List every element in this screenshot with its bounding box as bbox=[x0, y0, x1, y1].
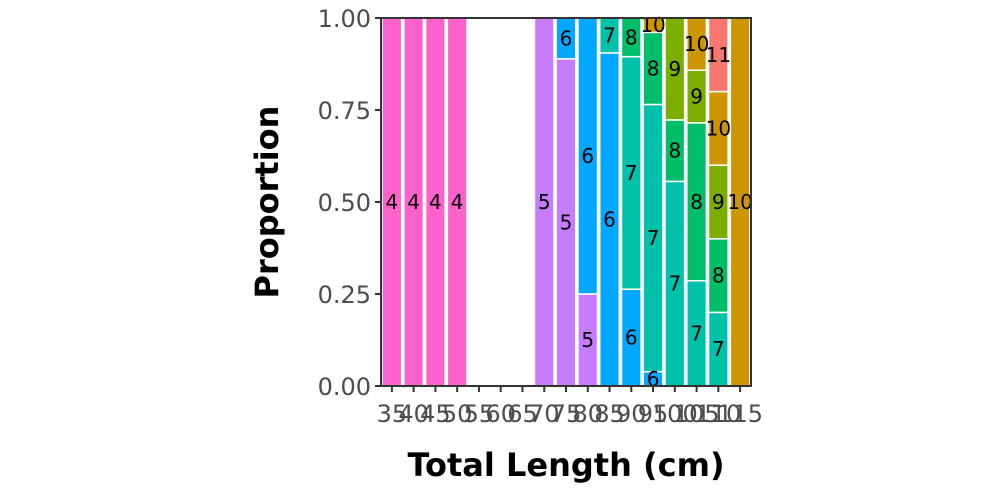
y-axis-title: Proportion bbox=[248, 106, 286, 299]
x-tick-label: 115 bbox=[717, 400, 763, 428]
x-tick-label: 55 bbox=[464, 400, 495, 428]
segment-label-110-age-10: 10 bbox=[706, 116, 731, 140]
segment-label-80-age-6: 6 bbox=[581, 144, 594, 168]
segment-label-90-age-7: 7 bbox=[625, 161, 638, 185]
segment-label-35-age-4: 4 bbox=[386, 190, 399, 214]
segment-label-100-age-9: 9 bbox=[668, 57, 681, 81]
x-tick-label: 85 bbox=[594, 400, 625, 428]
segment-label-100-age-8: 8 bbox=[668, 139, 681, 163]
segment-label-105-age-7: 7 bbox=[690, 321, 703, 345]
x-tick-label: 45 bbox=[420, 400, 451, 428]
segment-label-85-age-6: 6 bbox=[603, 207, 616, 231]
segment-label-95-age-10: 10 bbox=[640, 13, 665, 37]
segment-label-110-age-8: 8 bbox=[712, 264, 725, 288]
x-tick-label: 100 bbox=[652, 400, 698, 428]
bars-layer bbox=[381, 16, 751, 387]
segment-label-105-age-9: 9 bbox=[690, 85, 703, 109]
segment-label-105-age-10: 10 bbox=[684, 32, 709, 56]
x-tick-label: 65 bbox=[507, 400, 538, 428]
segment-label-50-age-4: 4 bbox=[451, 190, 464, 214]
segment-label-110-age-7: 7 bbox=[712, 337, 725, 361]
segment-label-105-age-8: 8 bbox=[690, 190, 703, 214]
segment-label-90-age-8: 8 bbox=[625, 25, 638, 49]
x-tick-label: 50 bbox=[442, 400, 473, 428]
y-tick-label: 0.75 bbox=[318, 97, 371, 125]
y-tick-label: 0.00 bbox=[318, 373, 371, 401]
x-tick-label: 90 bbox=[616, 400, 647, 428]
segment-label-80-age-5: 5 bbox=[581, 328, 594, 352]
segment-label-115-age-10: 10 bbox=[727, 190, 752, 214]
x-tick-label: 110 bbox=[695, 400, 741, 428]
x-tick-label: 70 bbox=[529, 400, 560, 428]
segment-label-75-age-5: 5 bbox=[560, 210, 573, 234]
x-tick-label: 80 bbox=[572, 400, 603, 428]
y-tick-label: 0.25 bbox=[318, 281, 371, 309]
segment-label-70-age-5: 5 bbox=[538, 190, 551, 214]
y-tick-label: 1.00 bbox=[318, 5, 371, 33]
segment-label-45-age-4: 4 bbox=[429, 190, 442, 214]
segment-label-40-age-4: 4 bbox=[407, 190, 420, 214]
segment-label-75-age-6: 6 bbox=[560, 26, 573, 50]
segment-label-110-age-11: 11 bbox=[706, 43, 731, 67]
segment-label-95-age-7: 7 bbox=[647, 226, 660, 250]
x-tick-label: 105 bbox=[674, 400, 720, 428]
x-tick-label: 75 bbox=[551, 400, 582, 428]
x-tick-label: 95 bbox=[638, 400, 669, 428]
segment-label-85-age-7: 7 bbox=[603, 23, 616, 47]
x-axis-title: Total Length (cm) bbox=[407, 446, 724, 484]
segment-label-95-age-6: 6 bbox=[647, 367, 660, 391]
segment-label-90-age-6: 6 bbox=[625, 326, 638, 350]
y-tick-label: 0.50 bbox=[318, 189, 371, 217]
segment-label-95-age-8: 8 bbox=[647, 56, 660, 80]
y-axis: 0.00 0.25 0.50 0.75 1.00 bbox=[318, 5, 381, 401]
x-tick-label: 60 bbox=[485, 400, 516, 428]
x-tick-label: 40 bbox=[398, 400, 429, 428]
x-tick-label: 35 bbox=[377, 400, 408, 428]
segment-label-110-age-9: 9 bbox=[712, 190, 725, 214]
segment-label-100-age-7: 7 bbox=[668, 272, 681, 296]
